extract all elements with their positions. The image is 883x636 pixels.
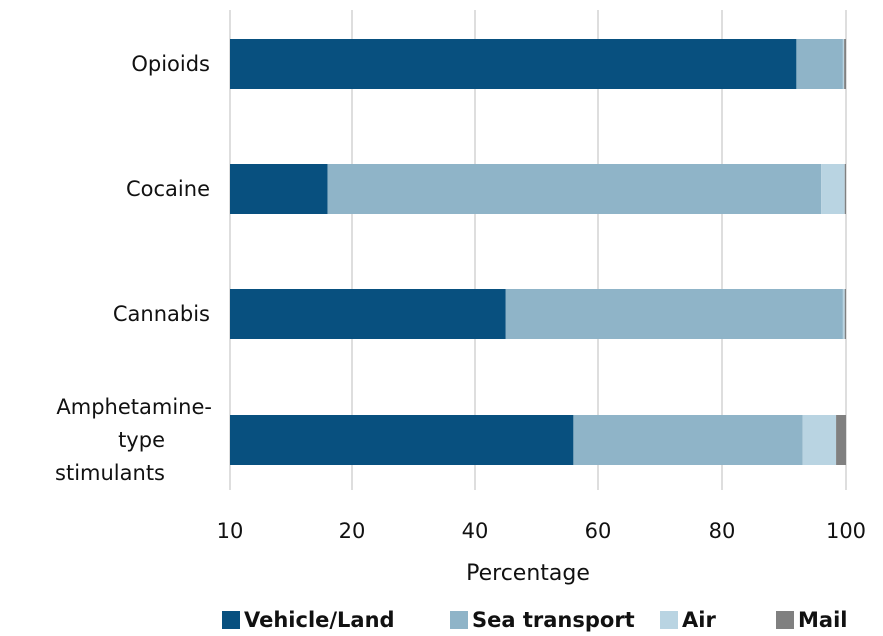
bar-cocaine-air bbox=[821, 164, 845, 214]
x-tick-10: 10 bbox=[217, 519, 244, 543]
bar-cannabis-sea-transport bbox=[505, 289, 843, 339]
category-label-amphetamine-type-stimulants: Amphetamine-type stimulants bbox=[55, 395, 212, 485]
legend-label-air: Air bbox=[682, 608, 716, 632]
bar-opioids-mail bbox=[844, 39, 846, 89]
category-labels: Opioids Cocaine Cannabis Amphetamine-type st… bbox=[55, 52, 212, 485]
bar-amphetamine-type-stimulants-air bbox=[802, 415, 837, 465]
legend-item-air: Air bbox=[660, 608, 716, 632]
x-tick-20: 20 bbox=[339, 519, 366, 543]
category-label-opioids: Opioids bbox=[131, 52, 210, 76]
legend-label-sea-transport: Sea transport bbox=[472, 608, 635, 632]
bar-cocaine-sea-transport bbox=[327, 164, 822, 214]
bar-amphetamine-type-stimulants-mail bbox=[836, 415, 846, 465]
x-tick-80: 80 bbox=[709, 519, 736, 543]
category-label-cocaine: Cocaine bbox=[126, 177, 210, 201]
x-tick-100: 100 bbox=[826, 519, 866, 543]
legend: Vehicle/Land Sea transport Air Mail bbox=[222, 608, 847, 632]
x-tick-40: 40 bbox=[462, 519, 489, 543]
bar-cocaine-vehicle-land bbox=[230, 164, 328, 214]
bar-cannabis-vehicle-land bbox=[230, 289, 506, 339]
legend-item-sea-transport: Sea transport bbox=[450, 608, 635, 632]
bar-amphetamine-type-stimulants-vehicle-land bbox=[230, 415, 574, 465]
legend-swatch-vehicle-land bbox=[222, 611, 240, 629]
category-label-cannabis: Cannabis bbox=[113, 302, 210, 326]
bar-cannabis-air bbox=[842, 289, 845, 339]
bars bbox=[230, 39, 846, 465]
x-tick-60: 60 bbox=[585, 519, 612, 543]
bar-amphetamine-type-stimulants-sea-transport bbox=[573, 415, 803, 465]
x-axis-title: Percentage bbox=[466, 561, 590, 586]
bar-cocaine-mail bbox=[844, 164, 846, 214]
bar-cannabis-mail bbox=[844, 289, 846, 339]
legend-item-mail: Mail bbox=[776, 608, 847, 632]
legend-swatch-sea-transport bbox=[450, 611, 468, 629]
legend-label-vehicle-land: Vehicle/Land bbox=[244, 608, 395, 632]
x-tick-labels: 10 20 40 60 80 100 bbox=[217, 519, 866, 543]
legend-swatch-mail bbox=[776, 611, 794, 629]
bar-opioids-sea-transport bbox=[796, 39, 843, 89]
bar-opioids-air bbox=[842, 39, 845, 89]
bar-opioids-vehicle-land bbox=[230, 39, 797, 89]
legend-item-vehicle-land: Vehicle/Land bbox=[222, 608, 395, 632]
legend-label-mail: Mail bbox=[798, 608, 847, 632]
legend-swatch-air bbox=[660, 611, 678, 629]
gridlines bbox=[229, 10, 847, 490]
